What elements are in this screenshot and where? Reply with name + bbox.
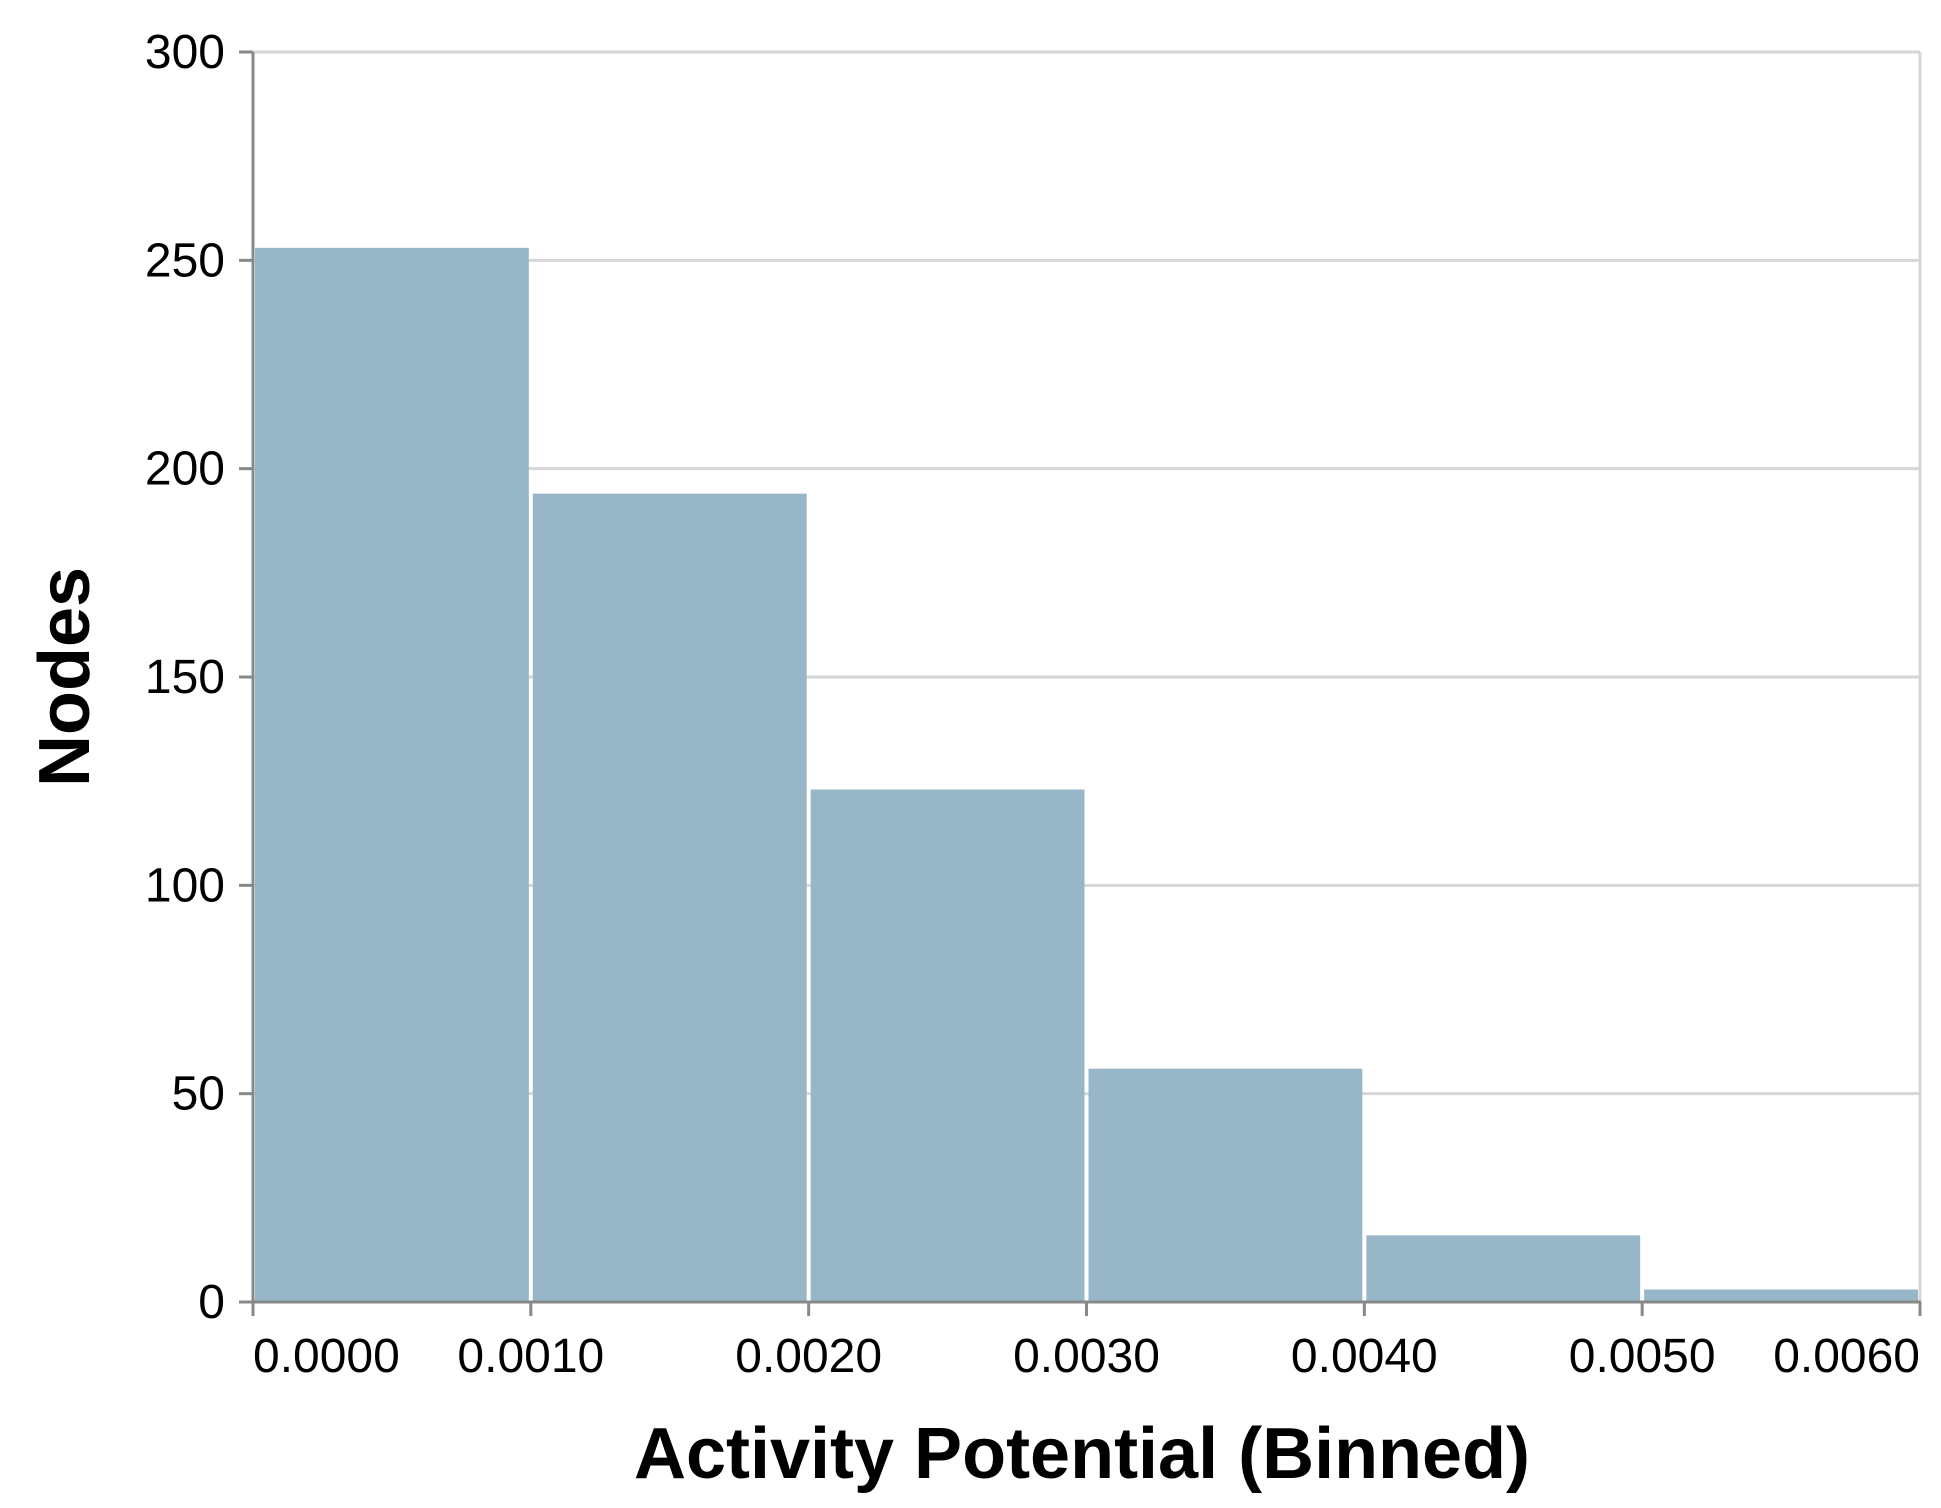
x-tick-label: 0.0050 — [1569, 1330, 1716, 1383]
y-tick-label: 200 — [145, 443, 225, 496]
x-tick-label: 0.0030 — [1013, 1330, 1160, 1383]
histogram-bar-4 — [1366, 1235, 1641, 1302]
x-tick-label: 0.0040 — [1291, 1330, 1438, 1383]
histogram-bar-1 — [532, 493, 807, 1303]
x-axis-title: Activity Potential (Binned) — [634, 1414, 1530, 1494]
y-tick-label: 50 — [172, 1068, 225, 1121]
y-tick-label: 100 — [145, 859, 225, 912]
y-tick-label: 0 — [198, 1276, 225, 1329]
x-tick-label: 0.0010 — [457, 1330, 604, 1383]
histogram-bar-0 — [255, 247, 529, 1302]
y-axis-title: Nodes — [25, 567, 105, 787]
histogram-bar-5 — [1644, 1289, 1918, 1302]
y-tick-label: 150 — [145, 651, 225, 704]
gridlines — [253, 50, 1922, 1302]
y-tick-label: 250 — [145, 234, 225, 287]
axes — [239, 50, 1922, 1316]
x-tick-label: 0.0000 — [253, 1330, 400, 1383]
x-tick-label: 0.0060 — [1773, 1330, 1920, 1383]
histogram-bar-3 — [1088, 1068, 1363, 1302]
bars — [255, 247, 1918, 1303]
tick-labels: 0 50 100 150 200 250 300 0.0000 0.0010 0.0020 0.00… — [145, 26, 1920, 1383]
y-tick-label: 300 — [145, 26, 225, 79]
histogram-bar-2 — [810, 789, 1085, 1302]
x-tick-label: 0.0020 — [735, 1330, 882, 1383]
